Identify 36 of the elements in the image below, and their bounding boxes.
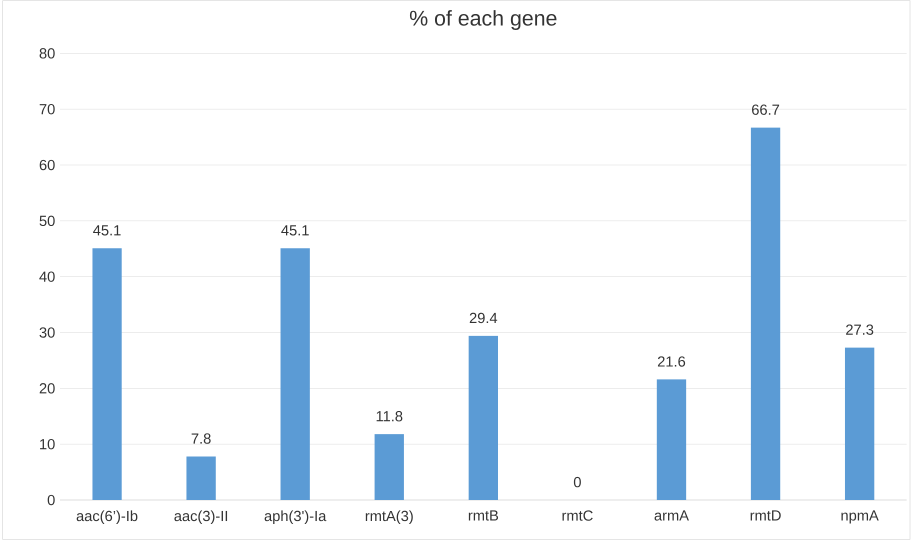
bar xyxy=(374,434,404,500)
data-label: 21.6 xyxy=(658,356,686,367)
x-tick-label: rmtC xyxy=(562,510,593,521)
y-tick-label: 60 xyxy=(40,160,55,170)
data-label: 45.1 xyxy=(281,225,309,236)
bar xyxy=(750,128,780,500)
y-tick-label: 30 xyxy=(40,327,55,338)
x-tick-label: aac(3)-II xyxy=(174,510,228,524)
y-tick-label: 40 xyxy=(39,271,55,282)
data-label: 29.4 xyxy=(470,312,498,324)
y-tick-label: 0 xyxy=(48,494,55,506)
x-tick-label: rmtA(3) xyxy=(366,510,413,524)
bar xyxy=(844,348,874,500)
y-tick-label: 20 xyxy=(40,383,55,394)
bar xyxy=(468,336,498,500)
x-tick-label: npmA xyxy=(841,510,879,524)
x-tick-label: rmtB xyxy=(468,510,498,521)
x-tick-label: armA xyxy=(654,510,689,521)
data-label: 27.3 xyxy=(846,324,874,335)
data-label: 0 xyxy=(574,476,581,488)
y-tick-label: 10 xyxy=(40,438,55,450)
y-tick-label: 50 xyxy=(40,216,55,226)
bar xyxy=(656,379,686,500)
y-tick-label: 80 xyxy=(40,48,55,59)
data-label: 66.7 xyxy=(752,104,780,115)
bar xyxy=(186,456,216,500)
data-label: 7.8 xyxy=(192,433,211,444)
x-tick-label: aph(3')-Ia xyxy=(264,510,326,524)
data-label: 11.8 xyxy=(376,411,402,422)
bar xyxy=(280,248,310,500)
data-label: 45.1 xyxy=(93,225,121,236)
chart-title: % of each gene xyxy=(410,10,556,30)
bar xyxy=(92,248,122,500)
x-tick-label: aac(6’)-Ib xyxy=(76,510,138,524)
y-tick-label: 70 xyxy=(40,104,55,114)
x-tick-label: rmtD xyxy=(750,510,781,521)
